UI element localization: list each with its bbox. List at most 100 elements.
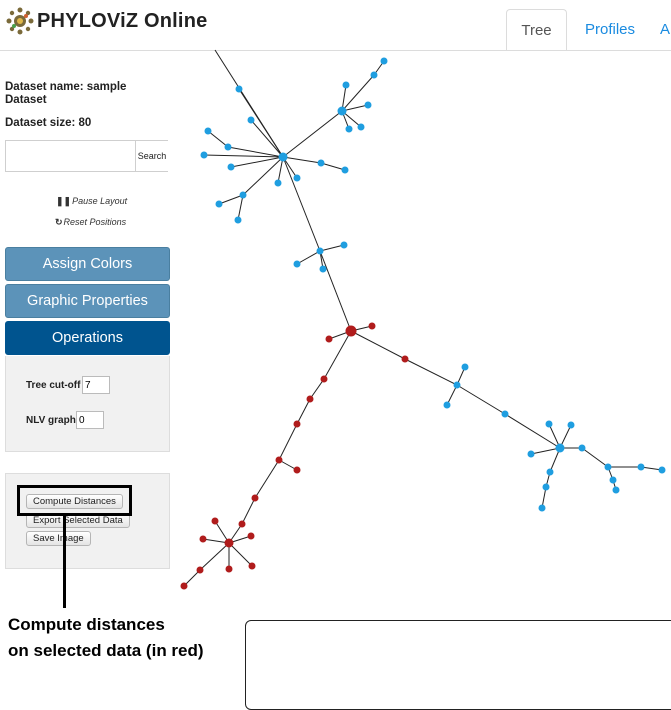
- tree-edge: [227, 146, 284, 158]
- tree-node[interactable]: [364, 101, 372, 109]
- selected-node[interactable]: [199, 535, 207, 543]
- pause-layout-link[interactable]: ❚❚Pause Layout: [56, 196, 127, 207]
- tree-cutoff-label: Tree cut-off: [26, 380, 81, 391]
- selected-node[interactable]: [368, 322, 376, 330]
- tree-node[interactable]: [345, 125, 353, 133]
- tree-node[interactable]: [501, 410, 509, 418]
- tree-node[interactable]: [317, 159, 325, 167]
- save-image-button[interactable]: Save Image: [26, 531, 91, 546]
- tree-node[interactable]: [215, 200, 223, 208]
- tree-edge: [530, 447, 561, 455]
- tree-node[interactable]: [357, 123, 365, 131]
- tab-profiles[interactable]: Profiles: [584, 21, 636, 38]
- tree-node[interactable]: [200, 151, 208, 159]
- reset-positions-label: Reset Positions: [63, 217, 127, 227]
- tree-node[interactable]: [443, 401, 451, 409]
- selected-node[interactable]: [211, 517, 219, 525]
- tree-edge: [456, 384, 506, 415]
- tree-node[interactable]: [274, 179, 282, 187]
- tree-node[interactable]: [461, 363, 469, 371]
- selected-node[interactable]: [180, 582, 188, 590]
- tree-edge: [228, 542, 253, 567]
- dataset-name-label: Dataset name: sample: [5, 81, 127, 93]
- tree-edge: [203, 154, 284, 158]
- tree-edge: [282, 110, 343, 158]
- tree-node[interactable]: [340, 241, 348, 249]
- tree-edge: [319, 250, 352, 332]
- tree-node[interactable]: [578, 444, 586, 452]
- selected-node[interactable]: [275, 456, 283, 464]
- tree-node[interactable]: [278, 152, 288, 162]
- tree-node[interactable]: [380, 57, 388, 65]
- selected-node[interactable]: [325, 335, 333, 343]
- selected-node[interactable]: [345, 325, 357, 337]
- popup-panel: [245, 620, 671, 710]
- tree-node[interactable]: [527, 450, 535, 458]
- tree-node[interactable]: [293, 260, 301, 268]
- tree-node[interactable]: [227, 163, 235, 171]
- selected-node[interactable]: [247, 532, 255, 540]
- tree-node[interactable]: [637, 463, 645, 471]
- tree-node[interactable]: [239, 191, 247, 199]
- tab-next-partial[interactable]: A: [660, 21, 671, 38]
- selected-node[interactable]: [306, 395, 314, 403]
- tree-graph[interactable]: [0, 0, 671, 695]
- tree-edge: [541, 486, 547, 509]
- tree-node[interactable]: [337, 106, 347, 116]
- selected-node[interactable]: [293, 420, 301, 428]
- selected-node[interactable]: [401, 355, 409, 363]
- tree-node[interactable]: [319, 265, 327, 273]
- selected-node[interactable]: [196, 566, 204, 574]
- tree-node[interactable]: [542, 483, 550, 491]
- compute-distances-button[interactable]: Compute Distances: [26, 494, 123, 509]
- tree-node[interactable]: [612, 486, 620, 494]
- search-input[interactable]: [6, 141, 135, 171]
- operations-button[interactable]: Operations: [5, 321, 170, 355]
- selected-node[interactable]: [251, 494, 259, 502]
- assign-colors-button[interactable]: Assign Colors: [5, 247, 170, 281]
- selected-node[interactable]: [248, 562, 256, 570]
- tree-edge: [207, 130, 229, 148]
- tree-node[interactable]: [234, 216, 242, 224]
- tree-node[interactable]: [235, 85, 243, 93]
- callout-text-line1: Compute distances: [8, 615, 165, 634]
- tree-edge: [446, 384, 458, 406]
- reset-positions-link[interactable]: ↻Reset Positions: [55, 217, 126, 228]
- refresh-icon: ↻: [55, 217, 63, 227]
- tree-node[interactable]: [604, 463, 612, 471]
- tab-tree[interactable]: Tree: [506, 9, 567, 51]
- tree-node[interactable]: [658, 466, 666, 474]
- selected-node[interactable]: [238, 520, 246, 528]
- tree-node[interactable]: [204, 127, 212, 135]
- graphic-properties-button[interactable]: Graphic Properties: [5, 284, 170, 318]
- tree-node[interactable]: [316, 247, 324, 255]
- tree-edge: [241, 497, 256, 525]
- tree-node[interactable]: [224, 143, 232, 151]
- tree-node[interactable]: [546, 468, 554, 476]
- tree-edge: [242, 156, 284, 196]
- tree-cutoff-input[interactable]: [82, 376, 110, 394]
- tree-edge: [320, 162, 346, 171]
- search-button[interactable]: Search: [135, 141, 168, 171]
- tree-node[interactable]: [247, 116, 255, 124]
- selected-node[interactable]: [293, 466, 301, 474]
- nlv-graph-input[interactable]: [76, 411, 104, 429]
- tree-node[interactable]: [293, 174, 301, 182]
- tree-node[interactable]: [453, 381, 461, 389]
- tree-edge: [640, 466, 663, 471]
- tree-edge: [404, 358, 458, 386]
- selected-node[interactable]: [224, 538, 234, 548]
- tree-edge: [581, 447, 609, 468]
- search-box: Search: [5, 140, 168, 172]
- tree-node[interactable]: [555, 443, 565, 453]
- selected-node[interactable]: [225, 565, 233, 573]
- tree-node[interactable]: [538, 504, 546, 512]
- tree-node[interactable]: [342, 81, 350, 89]
- tree-node[interactable]: [567, 421, 575, 429]
- tree-node[interactable]: [609, 476, 617, 484]
- tree-node[interactable]: [341, 166, 349, 174]
- tree-node[interactable]: [370, 71, 378, 79]
- operations-panel: Tree cut-off NLV graph: [5, 356, 170, 452]
- tree-node[interactable]: [545, 420, 553, 428]
- selected-node[interactable]: [320, 375, 328, 383]
